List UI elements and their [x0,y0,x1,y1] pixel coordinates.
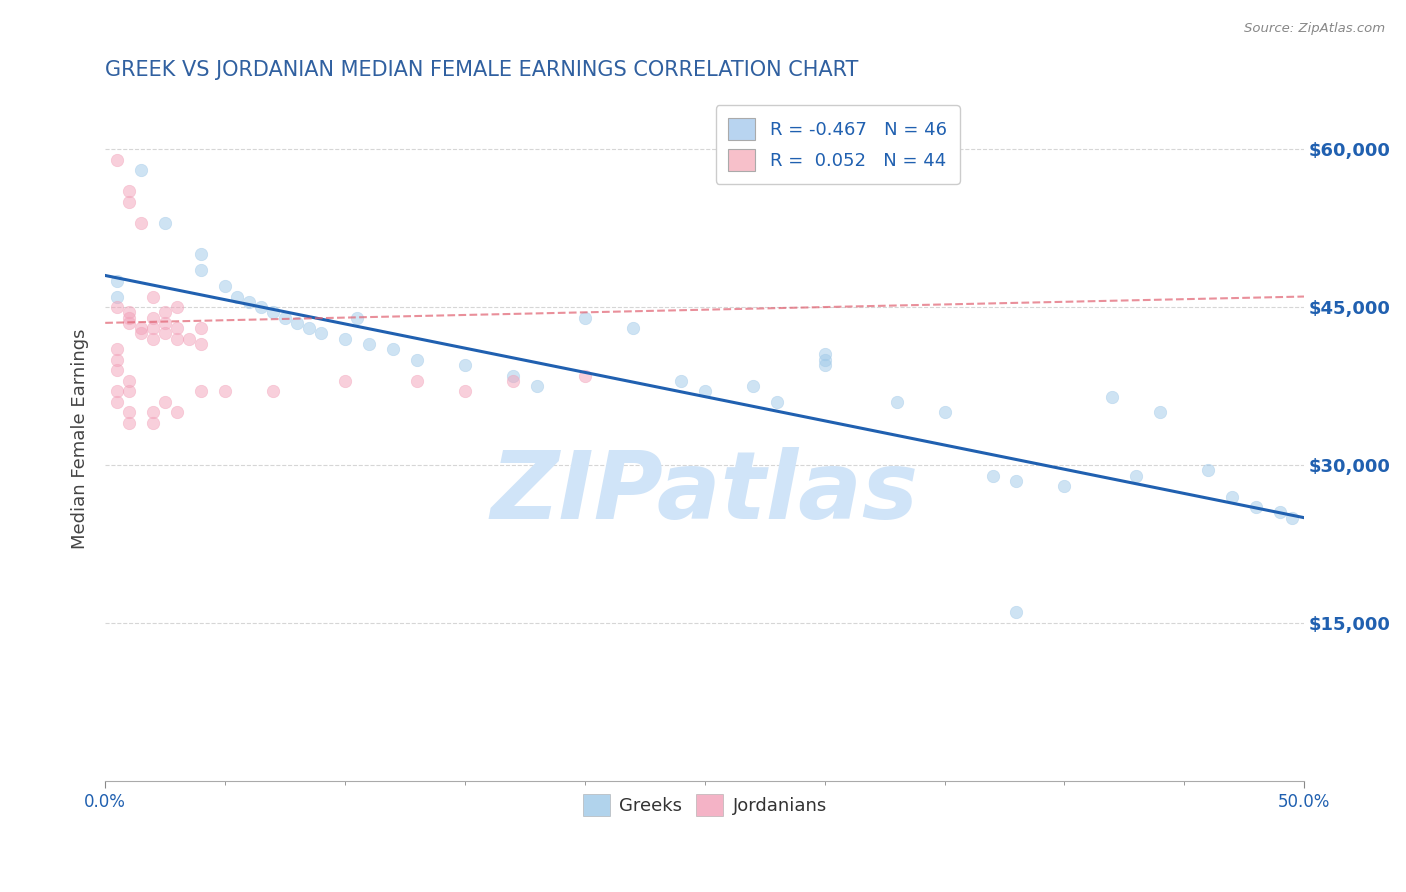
Point [129,321,152,335]
Point [1005,606,1028,620]
Point [454,358,477,372]
Point [153,395,176,409]
Point [333,374,356,388]
Point [179,332,201,346]
Point [669,374,692,388]
Point [166,321,188,335]
Point [118,416,141,430]
Point [357,337,380,351]
Point [1125,468,1147,483]
Point [142,289,165,303]
Point [1246,500,1268,515]
Point [741,379,763,393]
Point [190,263,212,277]
Point [129,163,152,178]
Y-axis label: Median Female Earnings: Median Female Earnings [72,328,89,549]
Point [190,247,212,261]
Point [298,321,321,335]
Point [574,368,596,383]
Point [153,305,176,319]
Point [886,395,908,409]
Point [153,216,176,230]
Point [814,352,837,367]
Point [105,352,128,367]
Point [526,379,548,393]
Point [118,405,141,419]
Point [454,384,477,399]
Point [190,321,212,335]
Point [814,347,837,361]
Point [118,384,141,399]
Point [1053,479,1076,493]
Point [105,342,128,356]
Point [382,342,405,356]
Legend: Greeks, Jordanians: Greeks, Jordanians [575,787,834,823]
Point [142,332,165,346]
Point [166,405,188,419]
Point [238,294,260,309]
Point [105,300,128,314]
Point [814,358,837,372]
Point [226,289,249,303]
Point [118,184,141,198]
Point [118,316,141,330]
Point [1197,463,1219,477]
Point [621,321,644,335]
Point [406,374,429,388]
Point [574,310,596,325]
Point [142,310,165,325]
Point [981,468,1004,483]
Point [142,321,165,335]
Point [1005,474,1028,488]
Point [1101,390,1123,404]
Point [1220,490,1243,504]
Point [105,289,128,303]
Point [190,337,212,351]
Point [1281,510,1303,524]
Point [118,194,141,209]
Point [118,305,141,319]
Point [142,405,165,419]
Point [274,310,297,325]
Point [214,384,236,399]
Point [765,395,787,409]
Point [1270,505,1292,519]
Point [118,310,141,325]
Point [309,326,332,341]
Point [105,153,128,167]
Text: Source: ZipAtlas.com: Source: ZipAtlas.com [1244,22,1385,36]
Point [934,405,956,419]
Point [129,216,152,230]
Point [346,310,368,325]
Point [118,374,141,388]
Point [262,305,284,319]
Point [190,384,212,399]
Point [153,316,176,330]
Point [333,332,356,346]
Point [406,352,429,367]
Point [502,368,524,383]
Point [214,279,236,293]
Point [250,300,273,314]
Point [105,395,128,409]
Text: ZIPatlas: ZIPatlas [491,448,918,540]
Point [142,416,165,430]
Point [166,332,188,346]
Point [129,326,152,341]
Point [1149,405,1171,419]
Point [153,326,176,341]
Point [502,374,524,388]
Point [285,316,308,330]
Point [105,384,128,399]
Point [166,300,188,314]
Point [693,384,716,399]
Text: GREEK VS JORDANIAN MEDIAN FEMALE EARNINGS CORRELATION CHART: GREEK VS JORDANIAN MEDIAN FEMALE EARNING… [105,60,859,79]
Point [105,363,128,377]
Point [105,274,128,288]
Point [262,384,284,399]
